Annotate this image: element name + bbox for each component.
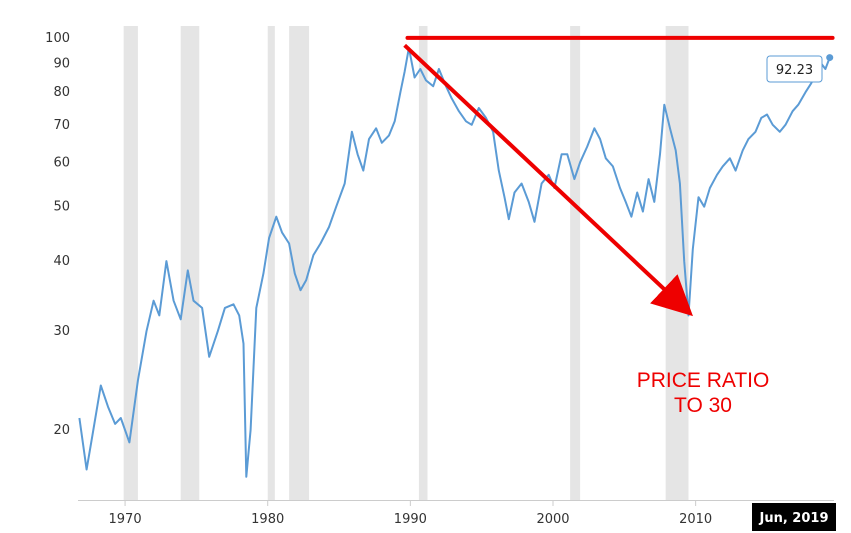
last-value-tooltip: 92.23 bbox=[766, 55, 823, 83]
date-label-box bbox=[752, 503, 836, 531]
y-tick-label-80: 80 bbox=[53, 85, 70, 100]
series-line-0 bbox=[78, 46, 831, 478]
last-value-marker bbox=[826, 54, 834, 62]
y-tick-label-20: 20 bbox=[53, 423, 70, 438]
annotation-line-2: TO 30 bbox=[674, 394, 732, 417]
recession-bands bbox=[123, 26, 689, 500]
last-value-label: 92.23 bbox=[776, 63, 813, 78]
y-tick-label-90: 90 bbox=[53, 57, 70, 72]
y-tick-label-50: 50 bbox=[53, 200, 70, 215]
y-tick-label-100: 100 bbox=[45, 31, 70, 46]
recession-band-5 bbox=[570, 26, 581, 500]
recession-band-3 bbox=[289, 26, 310, 500]
recession-band-0 bbox=[123, 26, 138, 500]
y-tick-label-60: 60 bbox=[53, 155, 70, 170]
decline-arrow bbox=[403, 43, 693, 317]
annotation-line-1: PRICE RATIO bbox=[637, 369, 770, 392]
x-axis: 1970 1980 1990 2000 2010 bbox=[78, 500, 834, 527]
x-tick-label-2010: 2010 bbox=[679, 512, 712, 527]
series-layer bbox=[78, 46, 834, 478]
date-label: Jun, 2019 bbox=[759, 511, 829, 526]
annotation-overlay bbox=[403, 35, 835, 317]
y-tick-labels: 20 30 40 50 60 70 80 90 100 bbox=[45, 31, 70, 438]
y-tick-label-40: 40 bbox=[53, 254, 70, 269]
y-tick-label-30: 30 bbox=[53, 324, 70, 339]
date-crosshair-label: Jun, 2019 bbox=[752, 503, 836, 531]
recession-band-6 bbox=[665, 26, 689, 500]
x-tick-label-1990: 1990 bbox=[394, 512, 427, 527]
x-tick-label-1970: 1970 bbox=[109, 512, 142, 527]
x-tick-label-2000: 2000 bbox=[536, 512, 569, 527]
x-tick-label-1980: 1980 bbox=[251, 512, 284, 527]
recession-band-1 bbox=[180, 26, 200, 500]
recession-band-2 bbox=[267, 26, 275, 500]
y-tick-label-70: 70 bbox=[53, 118, 70, 133]
recession-band-4 bbox=[418, 26, 428, 500]
last-value-tooltip-box bbox=[766, 55, 823, 83]
